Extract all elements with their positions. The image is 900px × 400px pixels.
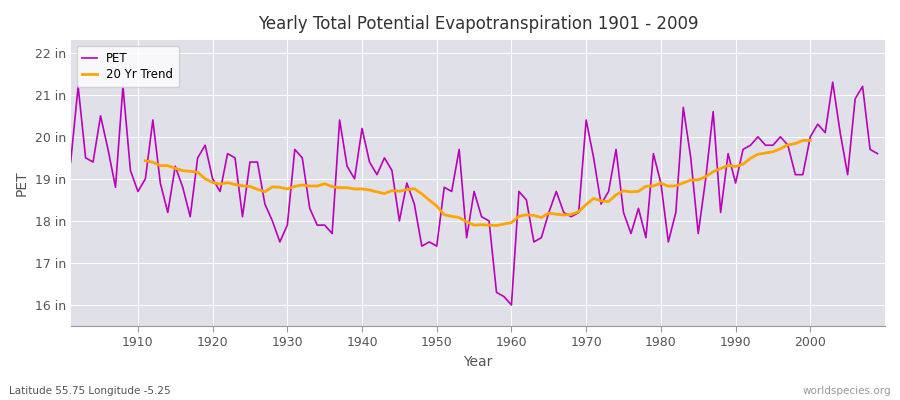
X-axis label: Year: Year <box>464 355 492 369</box>
Text: Latitude 55.75 Longitude -5.25: Latitude 55.75 Longitude -5.25 <box>9 386 171 396</box>
Text: worldspecies.org: worldspecies.org <box>803 386 891 396</box>
PET <box>334 118 345 122</box>
PET <box>872 151 883 156</box>
PET <box>506 303 517 308</box>
20 Yr Trend <box>700 174 711 179</box>
Line: 20 Yr Trend: 20 Yr Trend <box>146 140 810 226</box>
20 Yr Trend <box>304 184 315 188</box>
20 Yr Trend <box>215 182 226 186</box>
PET <box>827 80 838 84</box>
20 Yr Trend <box>290 184 301 189</box>
20 Yr Trend <box>782 142 793 147</box>
20 Yr Trend <box>805 138 815 143</box>
Legend: PET, 20 Yr Trend: PET, 20 Yr Trend <box>76 46 179 87</box>
PET <box>290 147 301 152</box>
PET <box>66 160 77 164</box>
Line: PET: PET <box>71 82 878 305</box>
PET <box>125 168 136 173</box>
Title: Yearly Total Potential Evapotranspiration 1901 - 2009: Yearly Total Potential Evapotranspiratio… <box>257 15 698 33</box>
PET <box>514 189 525 194</box>
PET <box>603 189 614 194</box>
20 Yr Trend <box>790 141 801 146</box>
PET <box>499 294 509 299</box>
Y-axis label: PET: PET <box>15 170 29 196</box>
